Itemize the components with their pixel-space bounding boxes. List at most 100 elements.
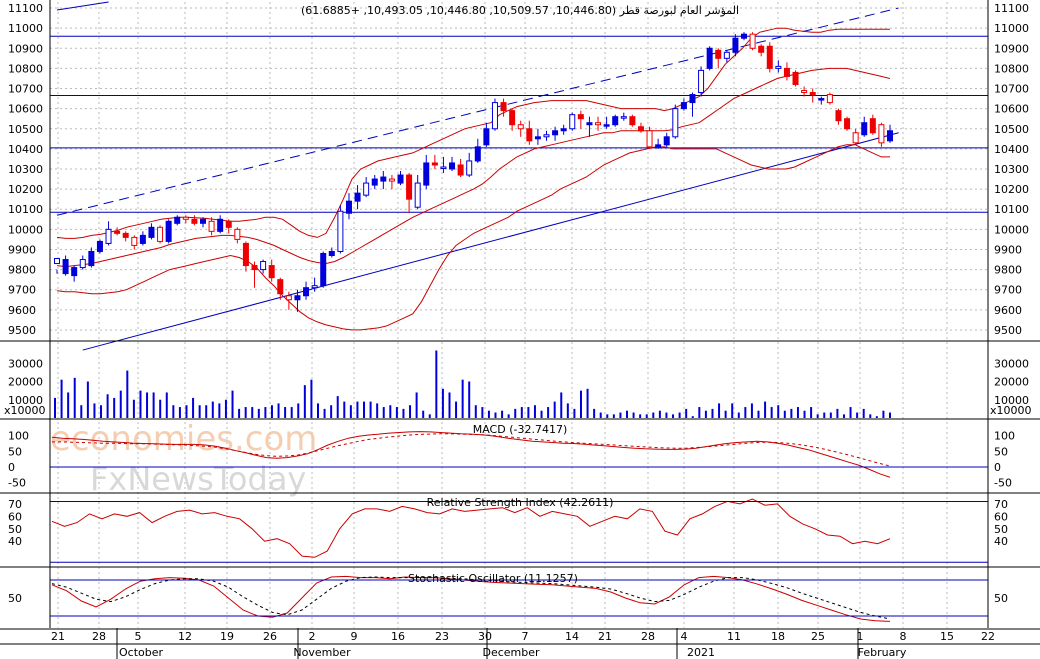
candle-body [122,232,129,238]
volume-tick-right: 10000 [994,394,1029,407]
price-tick-left: 11100 [8,2,43,15]
candle-body [552,130,559,136]
candle-body [637,126,644,132]
price-tick-left: 9900 [8,243,36,256]
price-tick-right: 10800 [994,62,1029,75]
volume-tick-right: 30000 [994,357,1029,370]
candle-body [79,259,86,269]
watermark: economies.com FxNewsToday [50,419,317,498]
x-tick-label: 1 [857,630,864,643]
candle-body [285,295,292,301]
price-tick-right: 9700 [994,284,1022,297]
candle-body [595,122,602,126]
horizontal-levels [50,35,988,213]
x-tick-label: 9 [351,630,358,643]
x-tick-label: 25 [811,630,825,643]
indicator-tick-right: 100 [994,430,1015,443]
volume-tick-left: 30000 [8,357,43,370]
x-tick-label: 5 [135,630,142,643]
price-tick-left: 10500 [8,123,43,136]
candle-body [337,210,344,252]
price-tick-left: 10300 [8,163,43,176]
x-tick-label: 30 [478,630,492,643]
candle-body [431,162,438,166]
price-tick-left: 11000 [8,22,43,35]
candle-body [328,250,335,257]
candle-body [225,220,232,228]
price-tick-left: 10400 [8,143,43,156]
price-tick-left: 9700 [8,284,36,297]
candle-body [165,220,172,242]
candle-body [199,218,206,224]
candle-body [534,136,541,140]
candle-body [217,218,224,232]
candle-body [655,144,662,148]
candle-body [320,252,327,287]
price-tick-left: 10000 [8,223,43,236]
x-tick-label: 28 [92,630,106,643]
candle-body [260,261,267,271]
indicator-tick-right: 70 [994,498,1008,511]
month-label: 2021 [687,646,715,659]
candle-body [406,174,413,200]
candle-body [758,45,765,53]
price-tick-left: 10200 [8,183,43,196]
candle-body [672,108,679,138]
candle-body [474,146,481,162]
candle-body [397,174,404,184]
candle-body [157,226,164,242]
candle-body [345,200,352,214]
candle-body [414,182,421,208]
indicator-tick-left: 60 [8,510,22,523]
candle-body [783,67,790,77]
price-tick-left: 9800 [8,264,36,277]
bollinger-middle [56,67,891,268]
candle-body [517,124,524,130]
candle-body [491,102,498,130]
x-tick-label: 7 [522,630,529,643]
candle-body [723,51,730,59]
price-tick-right: 10500 [994,123,1029,136]
price-tick-right: 10400 [994,143,1029,156]
candle-body [543,134,550,138]
month-label: February [858,646,907,659]
candle-body [706,47,713,69]
price-tick-left: 10700 [8,83,43,96]
candle-body [54,258,60,265]
candle-body [311,285,318,289]
candle-body [182,216,189,220]
x-tick-label: 21 [598,630,612,643]
candle-body [251,265,258,271]
candle-body [440,166,447,169]
month-label: December [482,646,540,659]
price-tick-right: 9900 [994,243,1022,256]
candle-body [560,128,567,132]
candle-body [380,176,387,182]
price-tick-right: 11000 [994,22,1029,35]
indicator-tick-right: -50 [994,477,1012,490]
stochastic-label: Stochastic Oscillator (11.1257) [408,572,578,585]
candle-body [174,216,181,224]
price-tick-right: 10300 [994,163,1029,176]
candle-body [466,160,473,176]
candle-body [354,192,361,202]
candle-body [680,102,687,110]
candle-body [449,162,456,170]
month-label: October [119,646,163,659]
candle-body [852,132,859,144]
candle-body [191,218,198,224]
candle-body [861,122,868,136]
trendline [56,1,109,11]
chart-title: المؤشر العام لبورصة قطر (10,446.80, 10,5… [301,4,739,17]
candle-body [114,230,121,234]
candle-body [242,242,249,267]
indicator-series-1 [51,576,891,620]
indicator-tick-right: 50 [994,592,1008,605]
volume-unit-left: x10000 [4,404,46,417]
candle-body [741,33,748,39]
indicator-tick-right: 50 [994,523,1008,536]
price-tick-right: 10600 [994,103,1029,116]
price-tick-right: 10100 [994,203,1029,216]
candle-body [388,178,395,182]
